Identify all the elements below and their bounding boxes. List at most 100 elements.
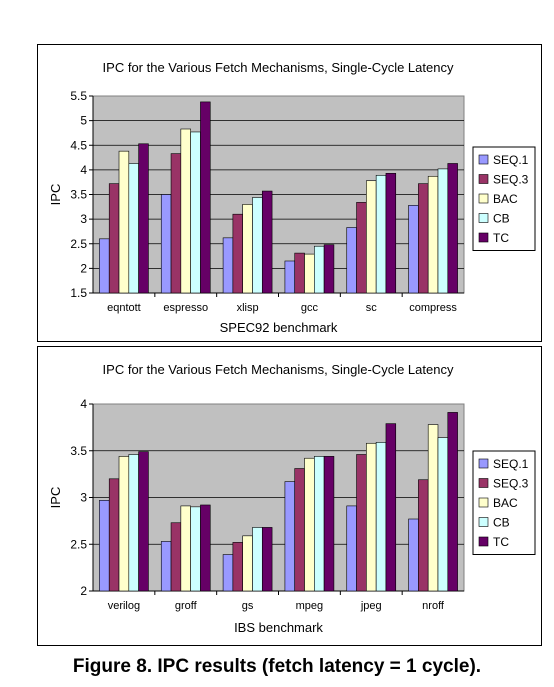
bar-seq3-compress <box>418 183 429 294</box>
legend-label: SEQ.3 <box>493 173 529 187</box>
bar-tc-xlisp <box>261 190 273 294</box>
bar-seq3-jpeg <box>356 454 367 592</box>
bar-seq1-eqntott <box>99 238 110 294</box>
spec92-chart: IPC for the Various Fetch Mechanisms, Si… <box>48 60 536 335</box>
bar-seq1-gs <box>222 554 234 592</box>
y-axis-label: IPC <box>48 487 63 509</box>
legend-swatch-bac <box>478 497 489 508</box>
bar-cb-verilog <box>128 454 139 592</box>
y-tick-label: 5 <box>80 114 87 128</box>
bar-seq3-espresso <box>170 153 182 294</box>
bar-cb-xlisp <box>252 197 263 294</box>
bar-seq1-verilog <box>99 500 110 592</box>
y-tick-label: 2 <box>80 584 87 598</box>
legend-label: SEQ.1 <box>493 457 529 471</box>
y-tick-label: 2.5 <box>70 237 87 251</box>
bar-seq1-compress <box>408 205 419 294</box>
bar-seq1-mpeg <box>284 481 296 592</box>
x-tick-label: groff <box>175 600 198 612</box>
figure-caption: Figure 8. IPC results (fetch latency = 1… <box>72 656 482 677</box>
bar-tc-espresso <box>200 101 211 294</box>
bar-tc-gcc <box>323 244 335 294</box>
bar-cb-gcc <box>314 245 325 294</box>
x-axis-label: SPEC92 benchmark <box>220 320 338 335</box>
ibs-chart-panel: IPC for the Various Fetch Mechanisms, Si… <box>37 346 542 646</box>
bar-cb-eqntott <box>128 163 139 294</box>
bar-cb-espresso <box>190 131 201 294</box>
bar-seq3-gs <box>232 542 243 592</box>
legend-label: CB <box>493 212 510 226</box>
bar-cb-nroff <box>437 437 449 592</box>
bar-seq3-verilog <box>108 478 120 592</box>
bar-cb-jpeg <box>375 442 387 592</box>
bar-bac-compress <box>427 175 439 294</box>
bar-seq1-groff <box>160 541 172 592</box>
chart-title: IPC for the Various Fetch Mechanisms, Si… <box>103 60 454 75</box>
bar-seq3-mpeg <box>294 468 305 592</box>
bar-seq1-jpeg <box>346 505 357 592</box>
y-tick-label: 1.5 <box>70 286 87 300</box>
bar-bac-eqntott <box>118 150 130 294</box>
x-tick-label: compress <box>409 302 457 314</box>
y-tick-label: 2 <box>80 261 87 275</box>
bar-tc-groff <box>200 504 211 592</box>
bar-bac-jpeg <box>366 442 377 592</box>
bar-seq3-groff <box>170 522 182 592</box>
bar-bac-verilog <box>118 456 130 592</box>
legend-swatch-tc <box>478 536 489 547</box>
x-tick-label: espresso <box>163 302 208 314</box>
bar-bac-gs <box>242 535 253 592</box>
x-tick-label: xlisp <box>237 302 259 314</box>
y-tick-label: 2.5 <box>70 537 87 551</box>
legend-swatch-seq1 <box>478 458 489 469</box>
bar-seq3-sc <box>356 202 367 294</box>
legend-swatch-bac <box>478 193 489 204</box>
legend-swatch-cb <box>478 213 489 223</box>
y-tick-label: 4 <box>80 397 87 411</box>
x-tick-label: verilog <box>108 600 140 612</box>
bar-cb-mpeg <box>314 456 325 592</box>
bar-cb-gs <box>252 527 263 592</box>
bar-seq3-eqntott <box>108 183 120 294</box>
legend-swatch-seq3 <box>478 478 489 488</box>
bar-tc-nroff <box>447 412 458 592</box>
bar-seq1-gcc <box>284 260 296 294</box>
bar-seq1-xlisp <box>222 237 234 294</box>
legend-swatch-seq1 <box>478 154 489 165</box>
bar-bac-espresso <box>180 128 191 294</box>
x-tick-label: eqntott <box>107 302 141 314</box>
y-tick-label: 5.5 <box>70 89 87 103</box>
y-tick-label: 3 <box>80 212 87 226</box>
x-tick-label: mpeg <box>296 600 324 612</box>
ibs-chart: IPC for the Various Fetch Mechanisms, Si… <box>48 362 536 635</box>
y-tick-label: 3.5 <box>70 444 87 458</box>
legend-swatch-seq3 <box>478 174 489 184</box>
bar-tc-sc <box>385 173 397 294</box>
legend-swatch-cb <box>478 517 489 527</box>
bar-tc-eqntott <box>138 143 149 294</box>
legend-label: SEQ.3 <box>493 477 529 491</box>
bar-tc-mpeg <box>323 456 335 592</box>
spec92-chart-panel: IPC for the Various Fetch Mechanisms, Si… <box>37 44 542 342</box>
x-tick-label: gs <box>242 600 254 612</box>
legend-swatch-tc <box>478 232 489 243</box>
x-tick-label: gcc <box>301 302 319 314</box>
bar-tc-gs <box>261 527 273 592</box>
bar-bac-groff <box>180 505 191 592</box>
y-tick-label: 4 <box>80 163 87 177</box>
bar-cb-groff <box>190 506 201 592</box>
x-tick-label: jpeg <box>360 600 382 612</box>
bar-seq1-espresso <box>160 194 172 294</box>
bar-seq1-nroff <box>408 518 419 592</box>
x-tick-label: sc <box>366 302 378 314</box>
bar-seq3-nroff <box>418 479 429 592</box>
bar-bac-xlisp <box>242 204 253 294</box>
bar-bac-nroff <box>427 424 439 592</box>
y-tick-label: 3 <box>80 491 87 505</box>
y-tick-label: 4.5 <box>70 138 87 152</box>
x-axis-label: IBS benchmark <box>234 620 323 635</box>
bar-cb-compress <box>437 168 449 294</box>
bar-cb-sc <box>375 174 387 294</box>
bar-tc-compress <box>447 163 458 294</box>
legend-label: BAC <box>493 496 518 510</box>
